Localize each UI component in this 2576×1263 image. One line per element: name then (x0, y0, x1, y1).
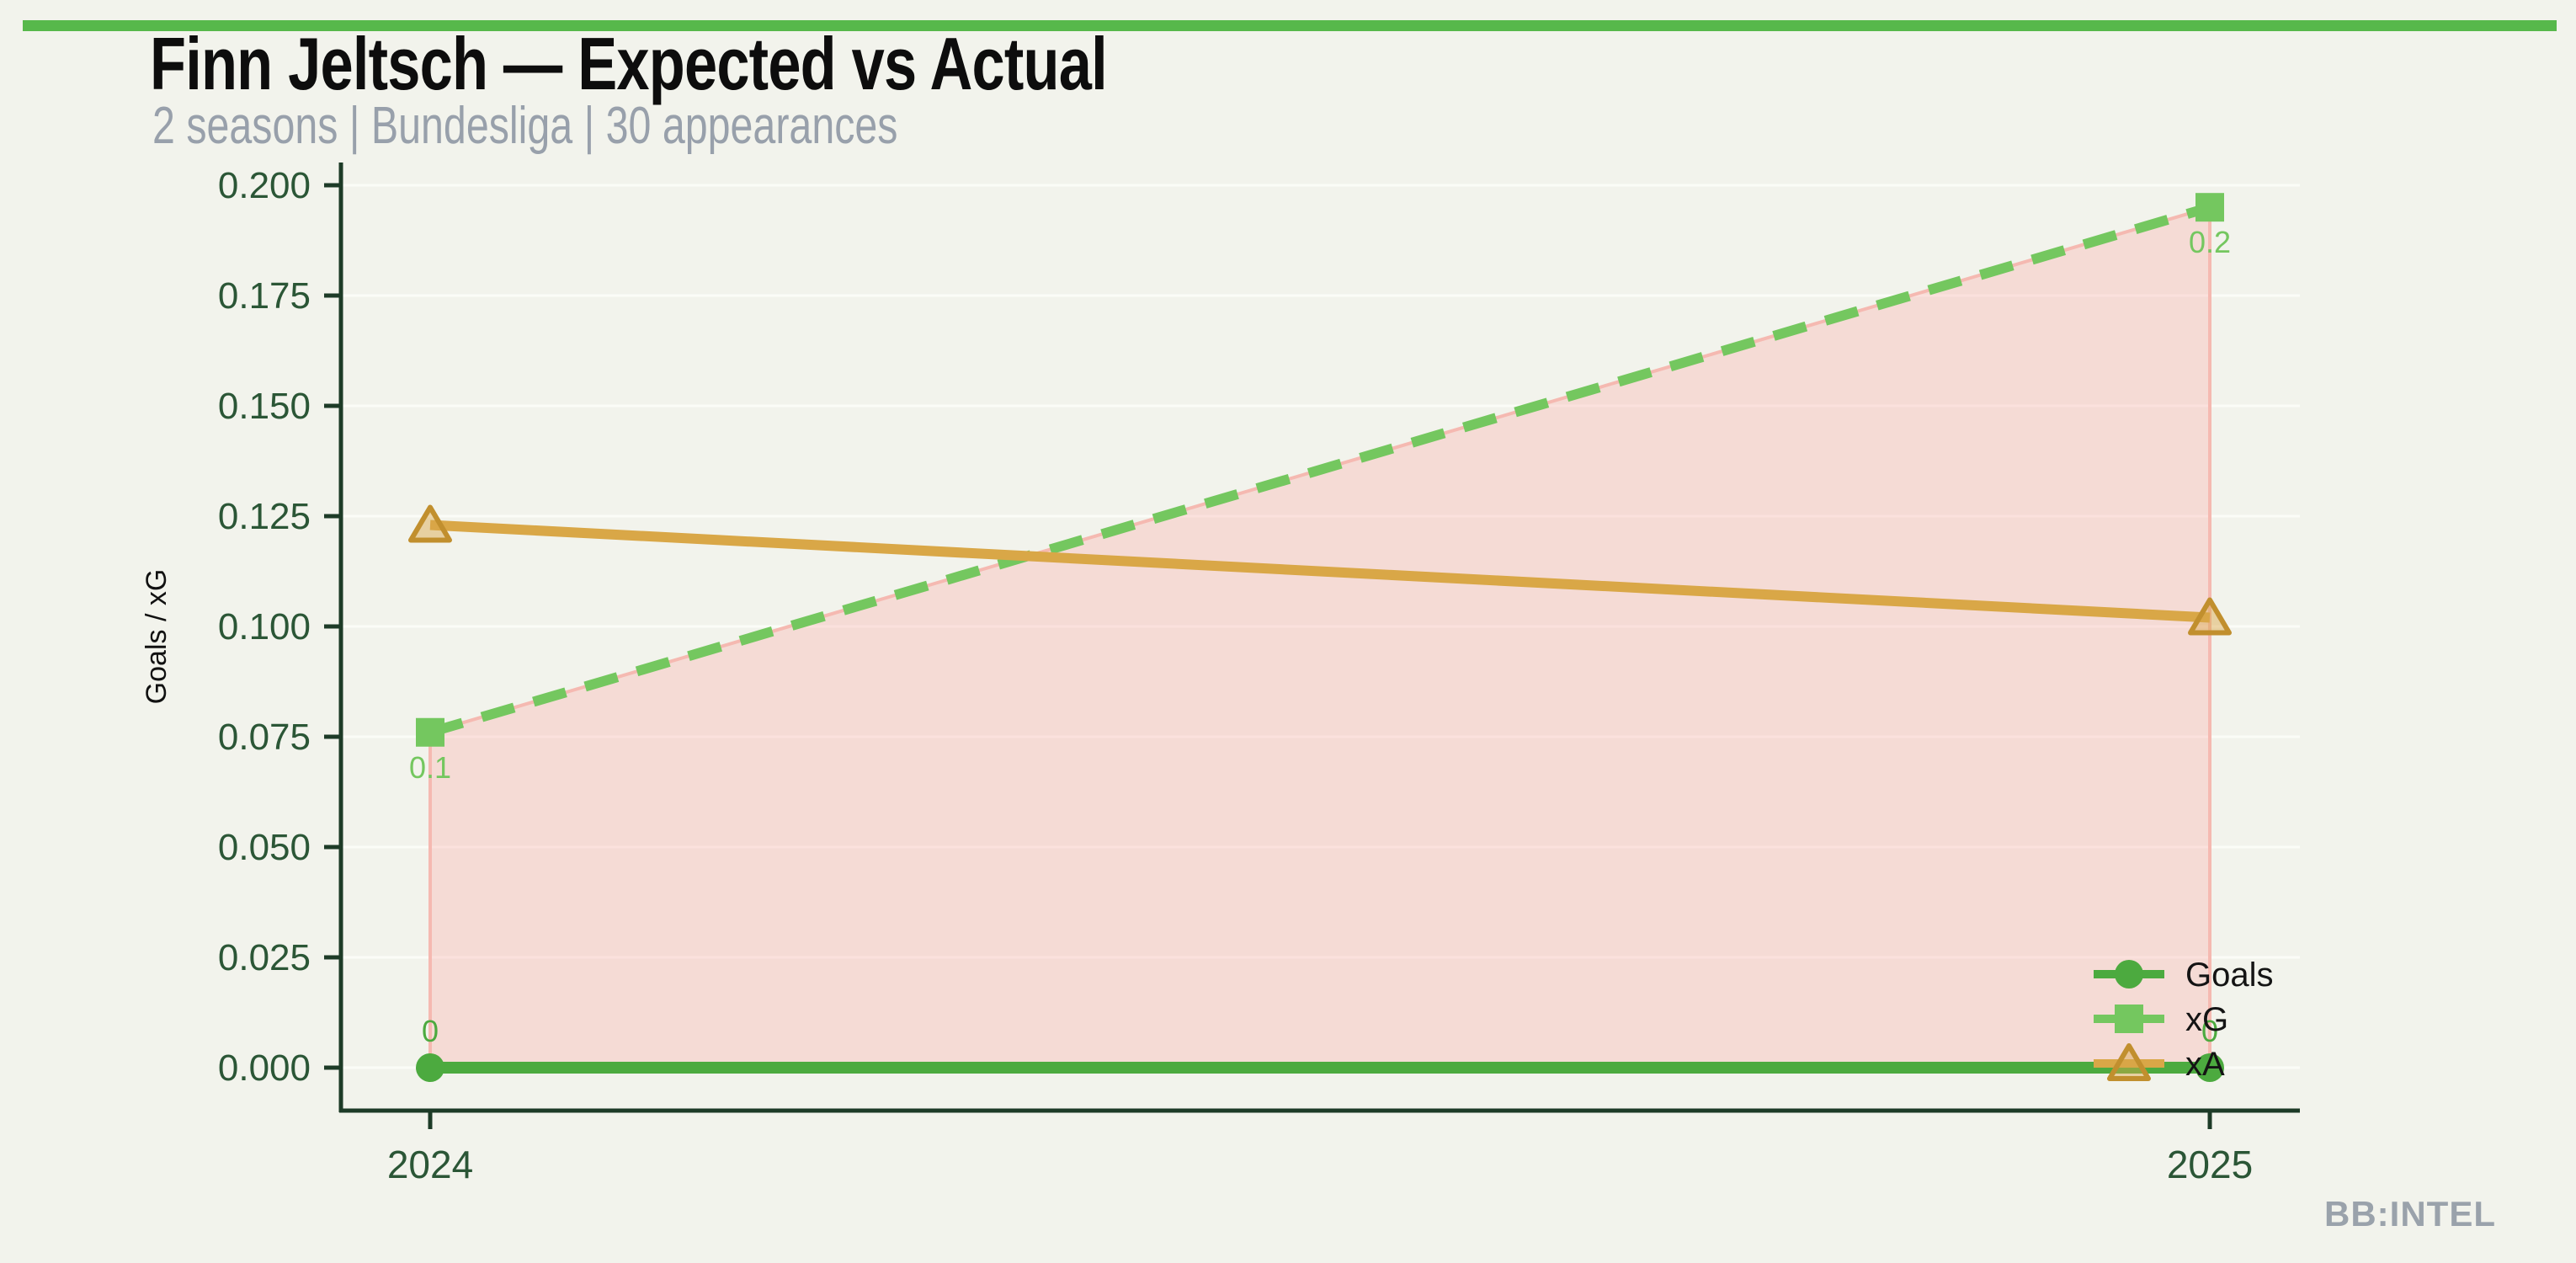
xa-line (429, 520, 2211, 623)
y-tick-label: 0.175 (218, 275, 311, 317)
y-tick-label: 0.125 (218, 496, 311, 537)
goals-marker (416, 1053, 444, 1082)
legend-xg-label: xG (2185, 1001, 2228, 1038)
y-tick-label: 0.150 (218, 386, 311, 427)
x-tick-label: 2025 (2167, 1143, 2253, 1186)
goals-point-label: 0 (2201, 1014, 2218, 1048)
legend-goals-label: Goals (2185, 957, 2274, 994)
xg-marker (416, 717, 444, 747)
xa-marker (408, 504, 452, 543)
y-tick-label: 0.075 (218, 717, 311, 758)
y-tick-label: 0.025 (218, 937, 311, 978)
y-tick-label: 0.050 (218, 827, 311, 868)
xg-line (428, 202, 2211, 738)
accent-topbar (23, 20, 2557, 31)
legend-xa-marker (2107, 1043, 2151, 1081)
brand-watermark: BB:INTEL (2324, 1194, 2496, 1234)
y-tick-label: 0.000 (218, 1047, 311, 1089)
xg-point-label: 0.1 (409, 750, 451, 785)
legend-xa-label: xA (2185, 1046, 2225, 1083)
y-axis-title: Goals / xG (141, 569, 173, 705)
xa-marker (2188, 597, 2232, 636)
xg-marker (2195, 193, 2224, 222)
y-tick-label: 0.200 (218, 165, 311, 206)
xg-goals-area (428, 205, 2211, 1069)
page-subtitle: 2 seasons | Bundesliga | 30 appearances (152, 97, 898, 155)
goals-marker (2195, 1053, 2224, 1082)
x-tick-label: 2024 (387, 1143, 473, 1186)
y-tick-label: 0.100 (218, 606, 311, 647)
legend-xg-marker (2115, 1005, 2143, 1033)
page-title: Finn Jeltsch — Expected vs Actual (150, 22, 1108, 105)
legend-goals-marker (2115, 960, 2143, 989)
xg-point-label: 0.2 (2189, 225, 2231, 259)
goals-point-label: 0 (422, 1014, 439, 1048)
